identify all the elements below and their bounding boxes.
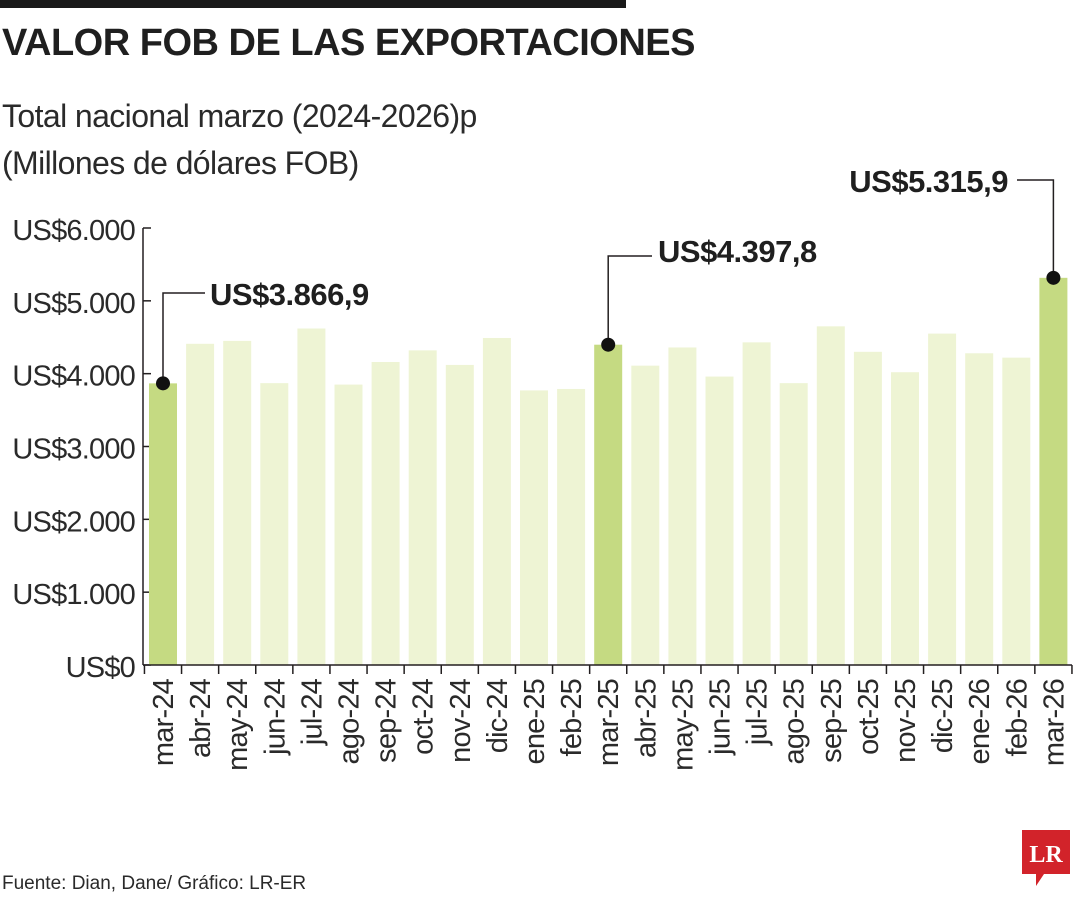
bar (482, 337, 511, 665)
x-tick-label: sep-24 (371, 678, 403, 763)
bar (186, 343, 215, 665)
annotation-dot (1046, 270, 1061, 285)
x-tick-label: sep-25 (816, 679, 848, 763)
x-tick-label: feb-26 (1001, 679, 1033, 756)
x-tick-label: nov-25 (890, 679, 922, 763)
bar (816, 326, 845, 665)
annotation-dot (156, 376, 170, 391)
x-tick-label: ago-25 (779, 679, 811, 765)
bar (445, 364, 474, 665)
bar (594, 344, 623, 665)
y-tick-label: US$2.000 (12, 506, 135, 538)
chart-title: VALOR FOB DE LAS EXPORTACIONES (2, 22, 695, 64)
y-tick-label: US$4.000 (12, 361, 135, 393)
y-tick-label: US$0 (66, 652, 135, 684)
bar (668, 347, 697, 665)
bar (371, 362, 400, 665)
y-tick-label: US$1.000 (12, 579, 135, 611)
x-tick-label: feb-25 (556, 679, 588, 756)
annotation-leader-line (607, 255, 652, 345)
chart-units-subtitle: (Millones de dólares FOB) (2, 145, 359, 181)
bar (520, 390, 548, 665)
x-tick-label: ene-25 (519, 679, 551, 765)
x-tick-label: dic-25 (927, 679, 959, 753)
x-tick-label: jul-25 (742, 679, 774, 746)
x-tick-label: abr-25 (630, 679, 662, 758)
bar (891, 372, 919, 665)
y-tick-label: US$3.000 (12, 434, 135, 466)
annotation-label: US$4.397,8 (658, 234, 817, 269)
bar (742, 342, 771, 665)
bar (334, 384, 363, 665)
y-tick-label: US$5.000 (12, 288, 135, 320)
x-tick-label: may-24 (222, 678, 254, 771)
x-tick-label: nov-24 (445, 678, 477, 763)
chart-subtitle: Total nacional marzo (2024-2026)p (2, 98, 477, 134)
x-tick-label: jun-25 (705, 679, 737, 756)
bar (928, 333, 957, 665)
x-tick-label: ago-24 (334, 678, 366, 764)
bar (965, 353, 994, 665)
annotation-label: US$3.866,9 (210, 277, 369, 312)
bar (260, 383, 289, 665)
x-tick-label: dic-24 (482, 678, 514, 753)
bar (631, 365, 660, 665)
bar (705, 376, 734, 665)
bar (557, 388, 586, 665)
bar (1002, 357, 1031, 665)
y-tick-label: US$6.000 (12, 215, 135, 247)
x-tick-label: jul-24 (296, 678, 328, 746)
bar (149, 383, 177, 665)
bar (779, 383, 808, 665)
x-tick-label: may-25 (667, 679, 699, 771)
x-tick-label: oct-25 (853, 679, 885, 755)
x-tick-label: abr-24 (185, 678, 217, 758)
x-tick-label: mar-26 (1038, 679, 1070, 766)
annotation-dot (601, 337, 616, 352)
lr-logo-icon: LR (1022, 830, 1070, 886)
source-note: Fuente: Dian, Dane/ Gráfico: LR-ER (2, 873, 307, 894)
bar (297, 328, 326, 665)
svg-text:LR: LR (1029, 842, 1063, 868)
x-tick-label: mar-24 (148, 678, 180, 766)
annotation-leader-line (1017, 179, 1055, 278)
annotation-label: US$5.315,9 (849, 164, 1008, 199)
bar (1039, 277, 1068, 665)
bar (223, 340, 252, 665)
bar (408, 350, 437, 665)
annotation-leader-line (162, 292, 205, 384)
x-tick-label: mar-25 (593, 679, 625, 766)
bar (853, 351, 882, 665)
x-tick-label: oct-24 (408, 678, 440, 754)
x-tick-label: ene-26 (964, 679, 996, 765)
x-tick-label: jun-24 (259, 678, 291, 755)
top-rule (0, 0, 626, 8)
